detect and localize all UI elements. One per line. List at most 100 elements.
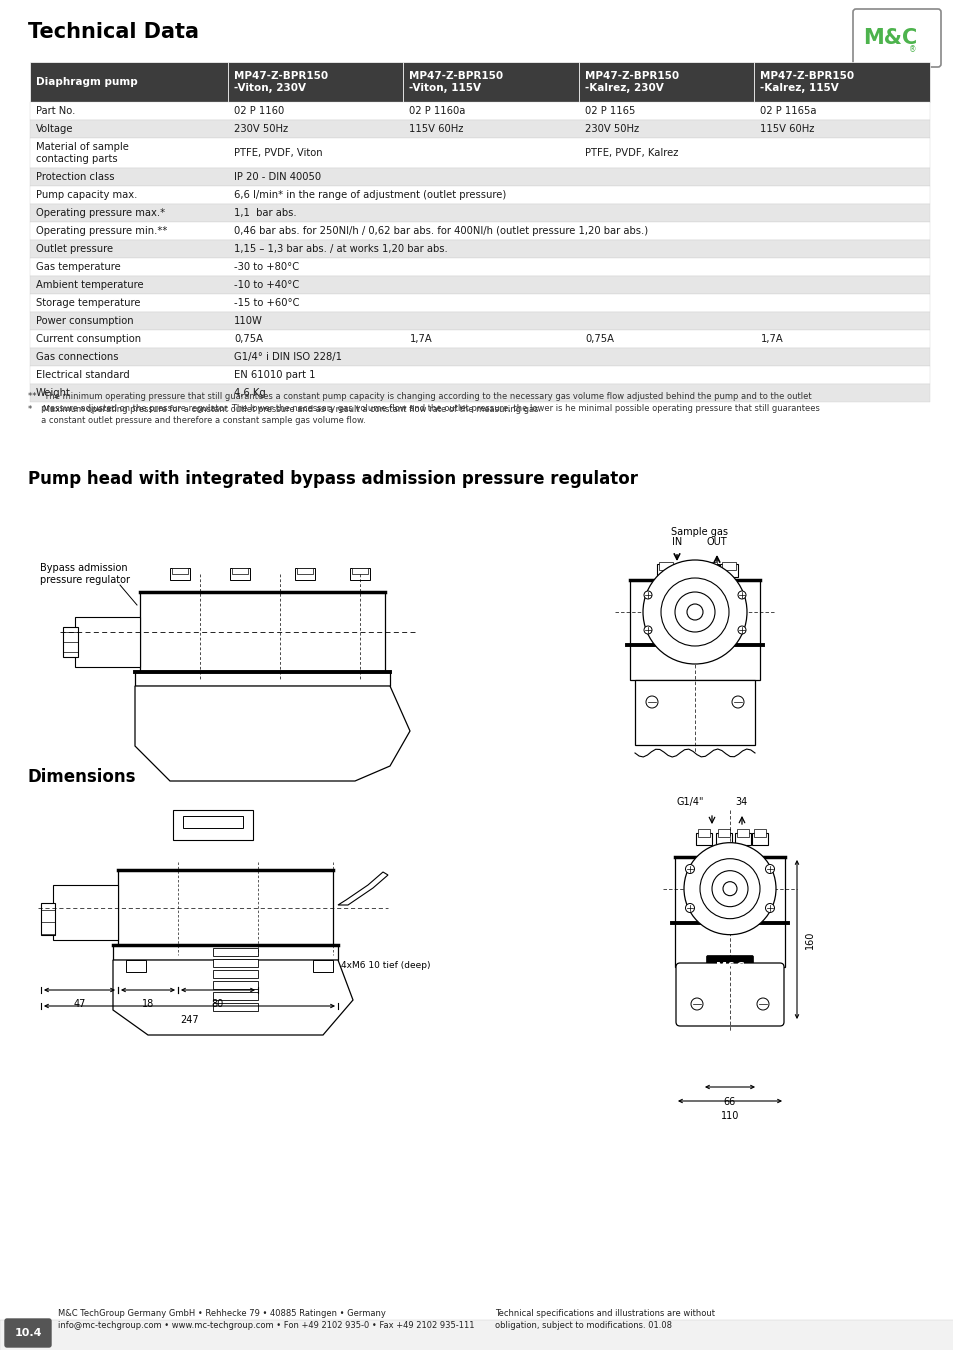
Bar [294,568,314,580]
Text: 230V 50Hz: 230V 50Hz [584,124,639,134]
Bar [754,62,929,103]
Text: Power consumption: Power consumption [36,316,133,325]
Text: Ambient temperature: Ambient temperature [36,279,144,290]
Bar [213,1003,257,1011]
Ellipse shape [764,903,774,913]
Text: 02 P 1165a: 02 P 1165a [760,107,816,116]
Ellipse shape [738,626,745,634]
Ellipse shape [731,697,743,707]
Bar [213,958,257,967]
Text: IN: IN [671,537,681,547]
Text: 47: 47 [73,999,86,1008]
Text: MP47-Z-BPR150
-Kalrez, 230V: MP47-Z-BPR150 -Kalrez, 230V [584,70,679,93]
Ellipse shape [642,560,746,664]
Bar [30,294,929,312]
Text: Gas temperature: Gas temperature [36,262,121,271]
Text: Diaphragm pump: Diaphragm pump [36,77,137,86]
Text: 1,7A: 1,7A [409,333,432,344]
Ellipse shape [686,603,702,620]
Bar [30,167,929,186]
Text: 02 P 1165: 02 P 1165 [584,107,635,116]
Bar [679,562,692,570]
Bar [172,568,188,574]
Text: -15 to +60°C: -15 to +60°C [233,298,299,308]
Text: -10 to +40°C: -10 to +40°C [233,279,299,290]
Bar [578,62,754,103]
Bar [30,348,929,366]
Text: 1,7A: 1,7A [760,333,782,344]
Text: 80: 80 [212,999,224,1008]
Text: 4xM6 10 tief (deep): 4xM6 10 tief (deep) [340,961,430,971]
Text: 115V 60Hz: 115V 60Hz [760,124,814,134]
Text: Part No.: Part No. [36,107,75,116]
Bar [30,312,929,329]
Bar [170,568,190,580]
FancyBboxPatch shape [852,9,940,68]
Text: -30 to +80°C: -30 to +80°C [233,262,299,271]
Bar [75,617,140,667]
Text: Gas connections: Gas connections [36,352,118,362]
Bar [700,564,719,576]
Ellipse shape [700,859,760,919]
Text: 02 P 1160a: 02 P 1160a [409,107,465,116]
Text: Storage temperature: Storage temperature [36,298,140,308]
Bar [140,593,385,672]
Ellipse shape [675,593,714,632]
Bar [675,923,784,967]
Text: 18: 18 [142,999,154,1008]
Polygon shape [337,872,388,904]
Text: Technical specifications and illustrations are without
obligation, subject to mo: Technical specifications and illustratio… [495,1308,714,1330]
Ellipse shape [685,864,694,873]
Bar [53,886,118,940]
Text: M&C: M&C [715,963,743,972]
Ellipse shape [643,591,651,599]
Bar [30,366,929,383]
Bar [718,829,729,837]
Text: 0,46 bar abs. for 250Nl/h / 0,62 bar abs. for 400Nl/h (outlet pressure 1,20 bar : 0,46 bar abs. for 250Nl/h / 0,62 bar abs… [233,225,647,236]
Ellipse shape [690,998,702,1010]
Text: 110W: 110W [233,316,263,325]
Bar [213,971,257,977]
Text: 34: 34 [734,796,746,807]
Text: MP47-Z-BPR150
-Viton, 115V: MP47-Z-BPR150 -Viton, 115V [409,70,503,93]
Bar [659,562,672,570]
Bar [30,204,929,221]
Text: 1,1  bar abs.: 1,1 bar abs. [233,208,296,217]
Ellipse shape [643,626,651,634]
Bar [30,62,228,103]
Ellipse shape [711,871,747,907]
Text: 247: 247 [180,1015,198,1025]
Bar [213,981,257,990]
Text: OUT: OUT [706,537,726,547]
Bar [41,903,55,936]
Text: 0,75A: 0,75A [584,333,614,344]
Bar [126,960,146,972]
Bar [720,564,738,576]
Polygon shape [112,960,353,1035]
Bar [657,564,675,576]
Ellipse shape [757,998,768,1010]
Bar [228,62,403,103]
Text: 110: 110 [720,1111,739,1120]
Text: Current consumption: Current consumption [36,333,141,344]
Text: EN 61010 part 1: EN 61010 part 1 [233,370,315,379]
Text: 6,6 l/min* in the range of adjustment (outlet pressure): 6,6 l/min* in the range of adjustment (o… [233,190,506,200]
Bar [30,329,929,348]
Bar [403,62,578,103]
Text: 1,15 – 1,3 bar abs. / at works 1,20 bar abs.: 1,15 – 1,3 bar abs. / at works 1,20 bar … [233,244,447,254]
Text: Voltage: Voltage [36,124,73,134]
Ellipse shape [645,697,658,707]
Text: Sample gas: Sample gas [671,526,728,537]
Bar [296,568,313,574]
Bar [702,562,717,570]
Bar [112,945,337,960]
Text: PTFE, PVDF, Viton: PTFE, PVDF, Viton [233,148,322,158]
Ellipse shape [722,882,737,895]
Bar [313,960,333,972]
Text: 66: 66 [723,1098,736,1107]
Bar [30,221,929,240]
Bar [635,680,754,745]
Text: Dimensions: Dimensions [28,768,136,786]
Bar [30,383,929,402]
Ellipse shape [738,591,745,599]
